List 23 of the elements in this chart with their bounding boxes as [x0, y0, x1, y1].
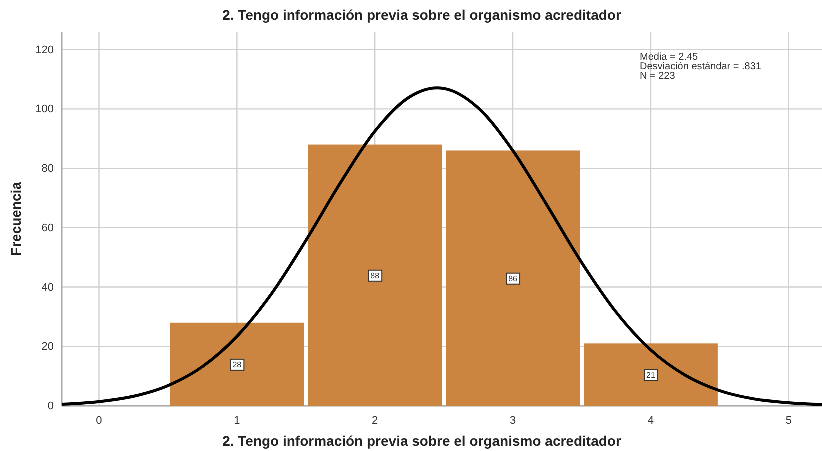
data-label: 88 — [370, 271, 380, 280]
y-tick-label: 20 — [42, 341, 54, 354]
x-tick-label: 2 — [372, 414, 378, 427]
y-tick-label: 100 — [36, 104, 54, 116]
data-label: 86 — [508, 274, 518, 284]
x-axis-title: 2. Tengo información previa sobre el organismo acreditador — [222, 433, 622, 449]
y-tick-label: 80 — [42, 163, 54, 176]
x-tick-label: 3 — [510, 414, 516, 427]
annotation: Media = 2.45 — [640, 52, 699, 63]
data-label: 21 — [646, 370, 656, 380]
x-tick-label: 1 — [234, 414, 240, 427]
chart-title: 2. Tengo información previa sobre el organismo acreditador — [222, 7, 622, 23]
x-tick-label: 5 — [786, 414, 792, 427]
y-tick-label: 120 — [36, 44, 54, 56]
y-axis-title: Frecuencia — [8, 182, 24, 256]
y-tick-label: 40 — [42, 282, 54, 294]
annotation: N = 223 — [640, 71, 676, 82]
y-tick-label: 0 — [48, 400, 54, 413]
y-tick-label: 60 — [42, 222, 54, 234]
x-tick-label: 4 — [648, 414, 654, 427]
data-label: 28 — [232, 360, 242, 370]
x-tick-label: 0 — [96, 414, 102, 427]
annotation: Desviación estándar = .831 — [640, 62, 762, 72]
